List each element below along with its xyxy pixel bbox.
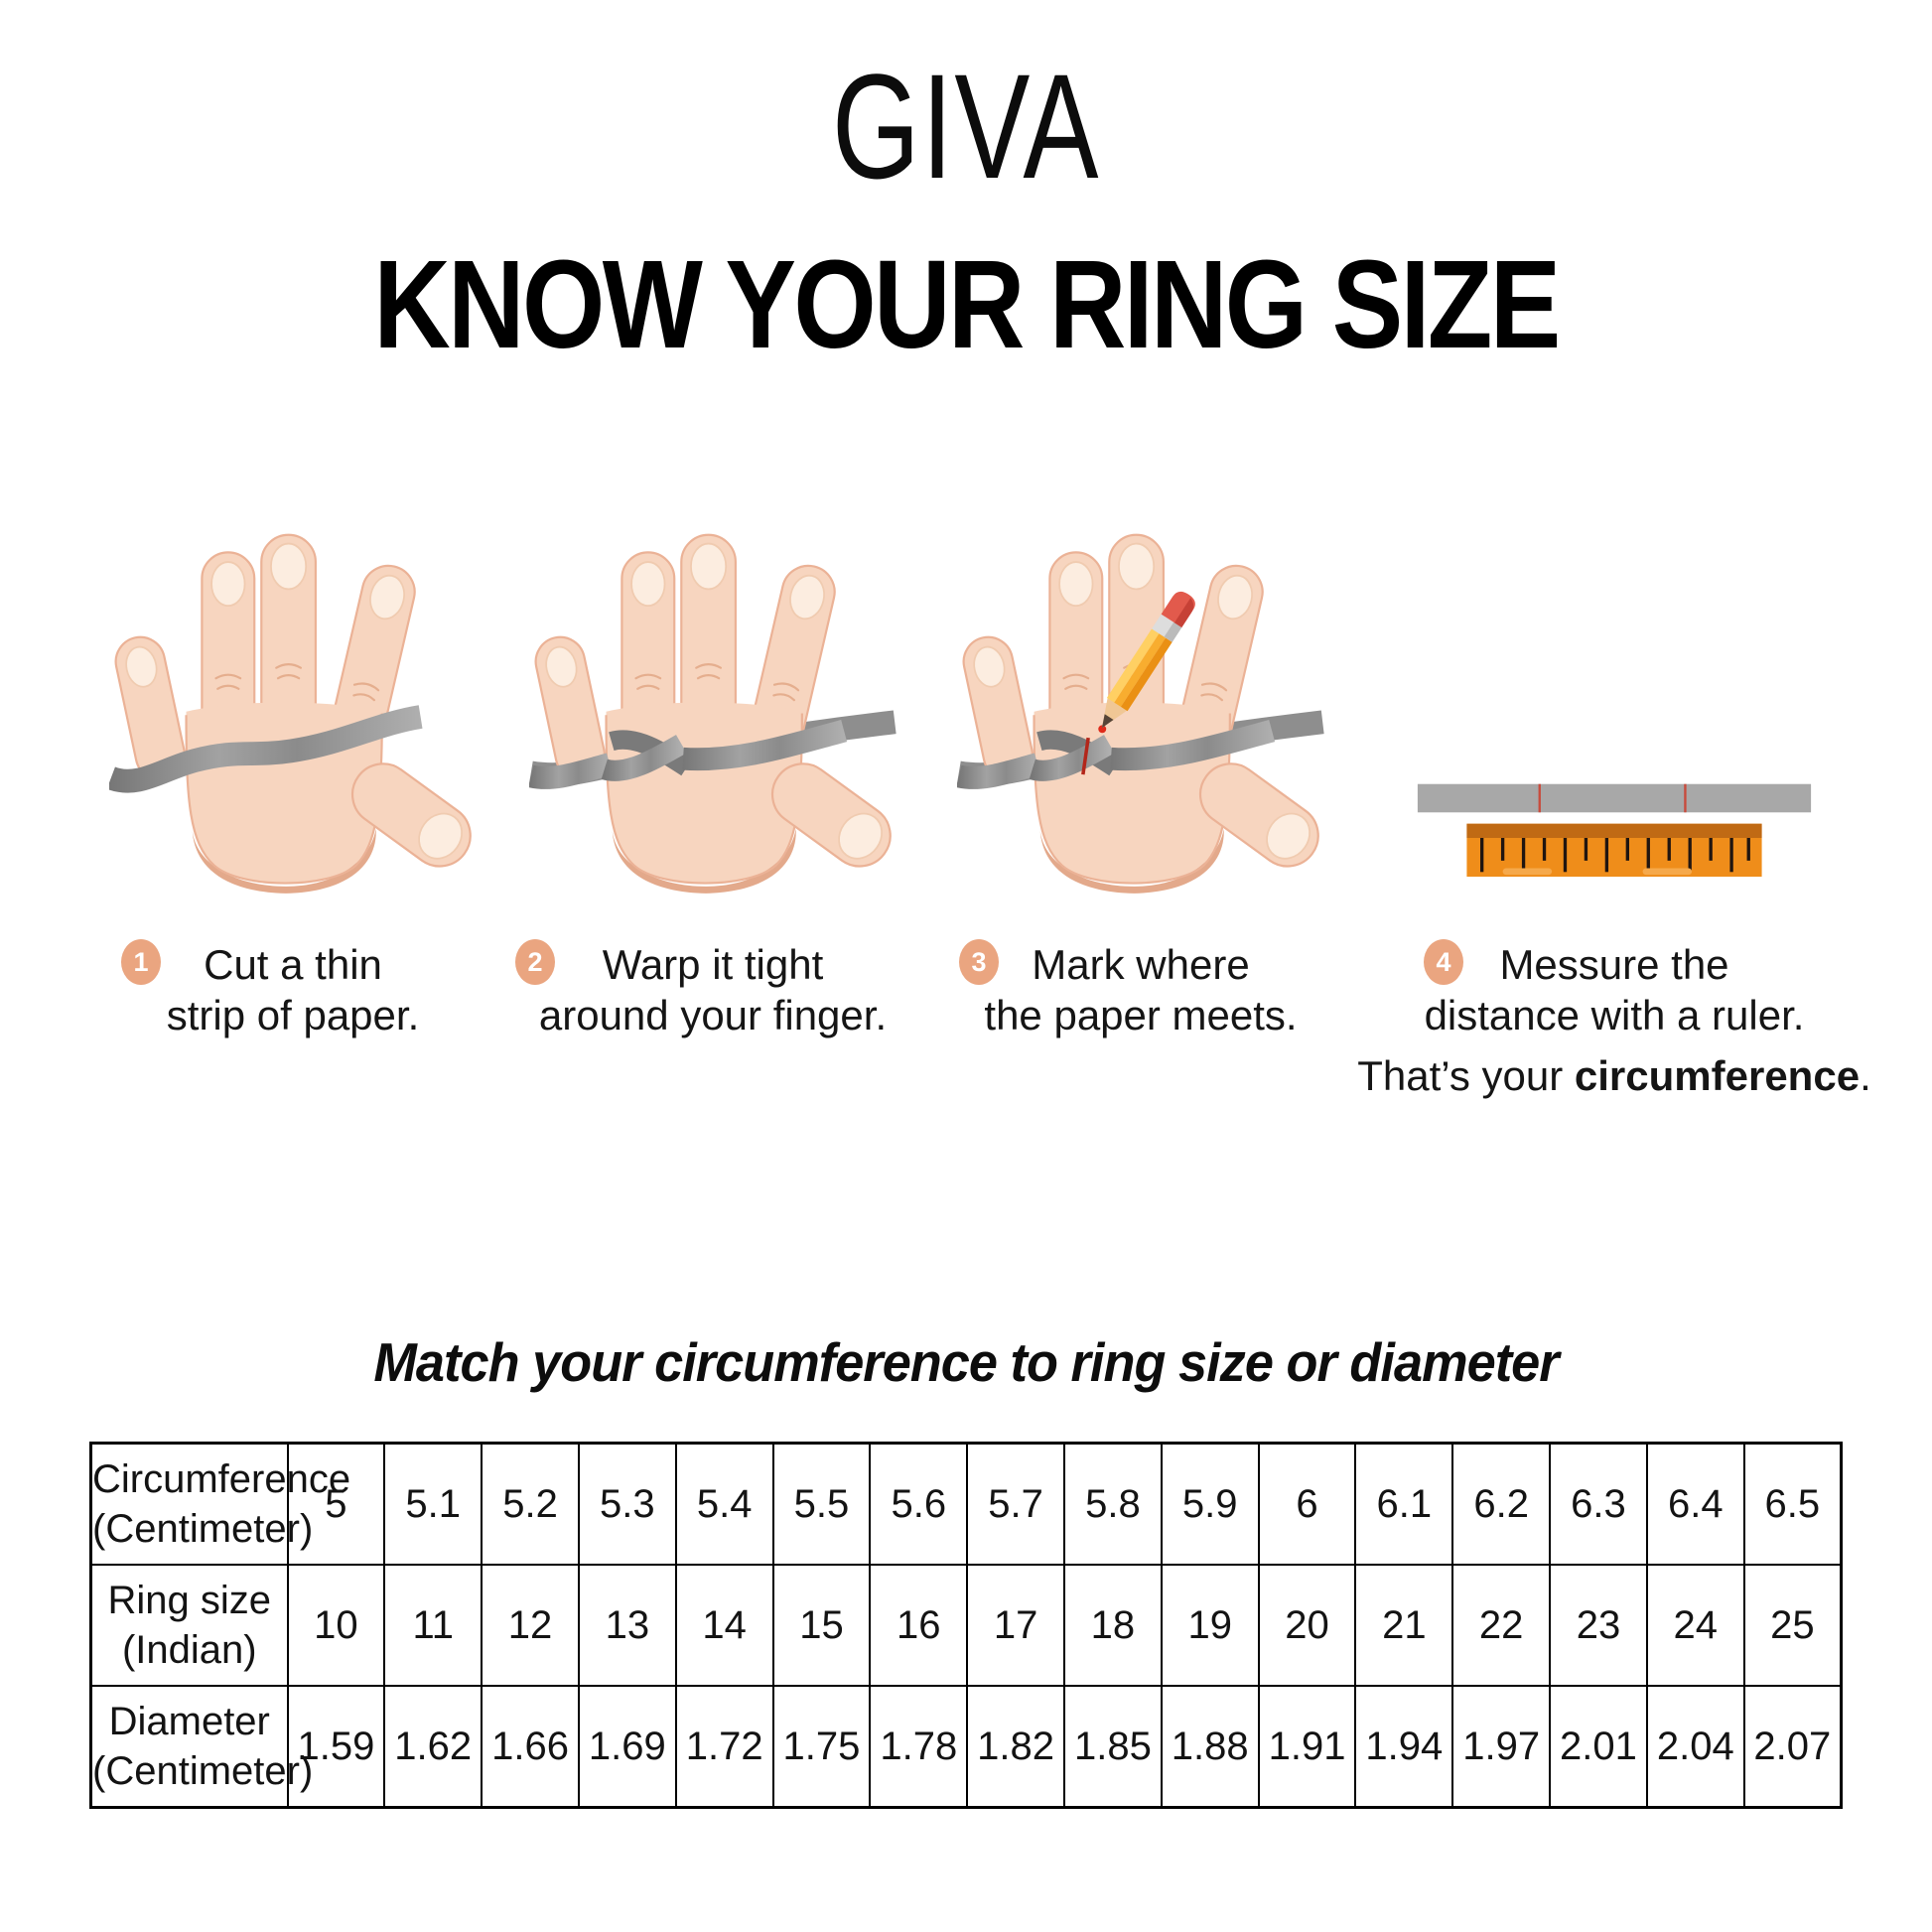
table-cell: 5.3 [577, 1442, 677, 1566]
step-2-illustration-area [494, 417, 931, 913]
table-cell: 22 [1451, 1564, 1552, 1687]
table-cell: 6 [1257, 1442, 1357, 1566]
table-cell: 18 [1063, 1564, 1163, 1687]
table-cell: 5.5 [771, 1442, 872, 1566]
step-line: That’s your circumference. [1326, 1050, 1902, 1101]
step-line: 3 Mark where [922, 939, 1359, 990]
pencil-icon [1101, 591, 1195, 729]
red-mark-line [1081, 737, 1090, 775]
table-cell: 1.85 [1063, 1685, 1163, 1809]
hand-wrapped-strip-icon [529, 533, 897, 894]
table-cell: 5.9 [1160, 1442, 1260, 1566]
table-cell: 1.78 [869, 1685, 969, 1809]
step-text: Warp it tight [602, 941, 824, 988]
hand-pencil-mark-icon [957, 533, 1324, 894]
table-cell: 14 [674, 1564, 774, 1687]
step-line: strip of paper. [166, 992, 420, 1039]
row-label: Diameter (Centimeter) [89, 1685, 314, 1809]
step-line: 4 Messure the [1326, 939, 1902, 990]
table-cell: 12 [481, 1564, 580, 1687]
giva-logo: GIVA [831, 43, 1101, 209]
table-row: Ring size (Indian) 10 11 12 13 14 15 16 17 18 19 2… [89, 1564, 1843, 1687]
step-column-2: 2 Warp it tight around your finger. [494, 417, 931, 1040]
table-cell: 16 [869, 1564, 969, 1687]
table-cell: 24 [1645, 1564, 1745, 1687]
table-cell: 5.8 [1063, 1442, 1163, 1566]
row-label: Circumference (Centimeter) [89, 1442, 351, 1566]
ruler-measure-icon [1417, 783, 1812, 878]
step-text: Messure the [1499, 941, 1729, 988]
table-cell: 2.01 [1549, 1685, 1648, 1809]
step-1-illustration-area [74, 417, 511, 913]
table-cell: 1.69 [577, 1685, 677, 1809]
table-cell: 1.75 [771, 1685, 872, 1809]
page-title: KNOW YOUR RING SIZE [373, 234, 1561, 374]
table-cell: 1.97 [1451, 1685, 1552, 1809]
table-cell: 17 [966, 1564, 1065, 1687]
table-cell: 1.94 [1354, 1685, 1454, 1809]
step-line: around your finger. [538, 992, 888, 1039]
step-line: 1 Cut a thin [74, 939, 511, 990]
step-text: Cut a thin [204, 941, 382, 988]
step-line: the paper meets. [984, 992, 1298, 1039]
step-number-badge: 4 [1424, 939, 1463, 985]
step-number-badge: 2 [515, 939, 555, 985]
table-cell: 5 [286, 1442, 386, 1566]
step-text: . [1860, 1052, 1871, 1100]
table-row: Diameter (Centimeter) 1.59 1.62 1.66 1.69 1.… [89, 1685, 1843, 1809]
hand-with-paper-strip-icon [109, 533, 472, 894]
step-line: distance with a ruler. [1424, 992, 1805, 1039]
table-cell: 15 [771, 1564, 872, 1687]
table-cell: 5.7 [966, 1442, 1065, 1566]
table-cell: 5.2 [481, 1442, 580, 1566]
table-cell: 10 [286, 1564, 386, 1687]
table-cell: 19 [1160, 1564, 1260, 1687]
table-cell: 5.4 [674, 1442, 774, 1566]
table-cell: 21 [1354, 1564, 1454, 1687]
step-line: 2 Warp it tight [494, 939, 931, 990]
table-cell: 1.59 [286, 1685, 386, 1809]
row-label-line: (Indian) [121, 1628, 257, 1672]
ring-size-table: Circumference (Centimeter) 5 5.1 5.2 5.3 5.4… [89, 1442, 1843, 1809]
table-cell: 1.88 [1160, 1685, 1260, 1809]
table-cell: 6.2 [1451, 1442, 1552, 1566]
table-cell: 20 [1257, 1564, 1357, 1687]
table-cell: 2.07 [1742, 1685, 1843, 1809]
table-cell: 6.1 [1354, 1442, 1454, 1566]
table-cell: 23 [1549, 1564, 1648, 1687]
step-column-4: 4 Messure the distance with a ruler. Tha… [1326, 417, 1902, 1102]
table-cell: 2.04 [1645, 1685, 1745, 1809]
row-label: Ring size (Indian) [89, 1564, 289, 1687]
table-cell: 1.62 [383, 1685, 483, 1809]
match-heading: Match your circumference to ring size or… [373, 1331, 1559, 1393]
step-column-3: 3 Mark where the paper meets. [922, 417, 1359, 1040]
table-cell: 1.72 [674, 1685, 774, 1809]
table-cell: 6.4 [1645, 1442, 1745, 1566]
table-cell: 25 [1742, 1564, 1843, 1687]
step-number-badge: 3 [959, 939, 999, 985]
table-cell: 1.66 [481, 1685, 580, 1809]
table-cell: 11 [383, 1564, 483, 1687]
table-cell: 5.1 [383, 1442, 483, 1566]
table-cell: 5.6 [869, 1442, 969, 1566]
step-number-badge: 1 [121, 939, 161, 985]
row-label-line: (Centimeter) [92, 1507, 314, 1551]
step-column-1: 1 Cut a thin strip of paper. [74, 417, 511, 1040]
step-text: Mark where [1032, 941, 1250, 988]
row-label-line: Diameter [108, 1700, 270, 1743]
table-cell: 13 [577, 1564, 677, 1687]
row-label-line: (Centimeter) [92, 1749, 314, 1793]
table-cell: 6.3 [1549, 1442, 1648, 1566]
row-label-line: Ring size [107, 1579, 271, 1622]
step-text-bold: circumference [1574, 1052, 1861, 1100]
step-4-illustration-area [1326, 417, 1902, 913]
red-mark-dot [1098, 725, 1107, 734]
table-cell: 1.82 [966, 1685, 1065, 1809]
table-cell: 6.5 [1742, 1442, 1843, 1566]
table-row: Circumference (Centimeter) 5 5.1 5.2 5.3 5.4… [89, 1442, 1843, 1566]
step-text: That’s your [1357, 1052, 1575, 1100]
row-label-line: Circumference [92, 1457, 351, 1501]
table-cell: 1.91 [1257, 1685, 1357, 1809]
step-3-illustration-area [922, 417, 1359, 913]
